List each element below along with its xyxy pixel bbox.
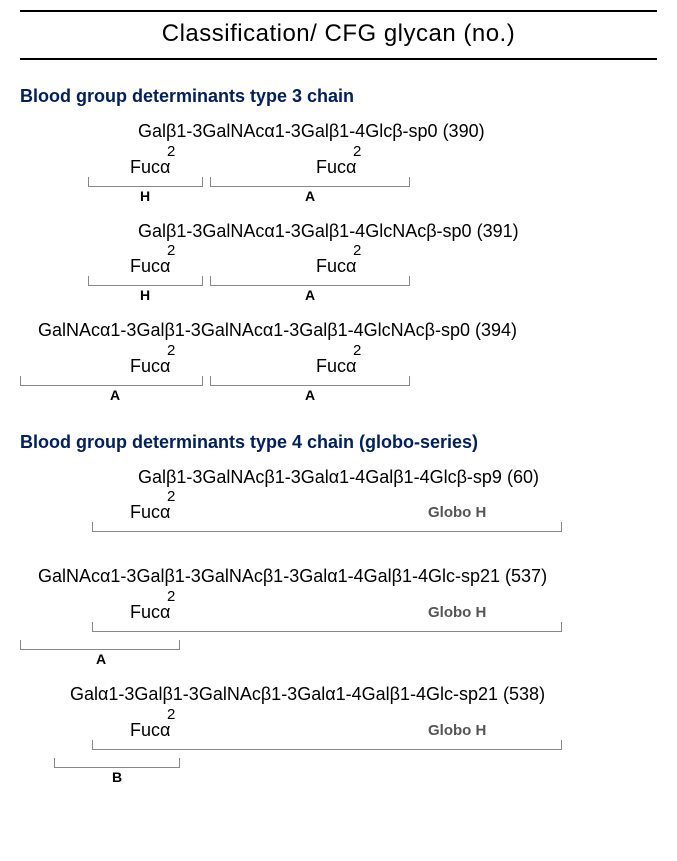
glycan-main-394: GalNAcα1-3Galβ1-3GalNAcα1-3Galβ1-4GlcNAc…	[20, 320, 657, 342]
bracket-icon	[210, 276, 410, 286]
globo-label: Globo H	[428, 604, 486, 622]
glycan-main-537: GalNAcα1-3Galβ1-3GalNAcβ1-3Galα1-4Galβ1-…	[20, 566, 657, 588]
fuc-label: Fucα	[316, 356, 356, 378]
page-root: Classification/ CFG glycan (no.) Blood g…	[0, 0, 677, 861]
page-title: Classification/ CFG glycan (no.)	[20, 20, 657, 48]
glycan-entry-394: GalNAcα1-3Galβ1-3GalNAcα1-3Galβ1-4GlcNAc…	[20, 320, 657, 402]
fuc-label: Fucα	[130, 256, 170, 278]
fuc-label: Fucα	[130, 602, 170, 624]
determinant-label: H	[130, 188, 160, 205]
determinant-label: A	[100, 387, 130, 404]
determinant-label: A	[86, 651, 116, 668]
section-title-type4: Blood group determinants type 4 chain (g…	[20, 432, 657, 453]
glycan-entry-537: GalNAcα1-3Galβ1-3GalNAcβ1-3Galα1-4Galβ1-…	[20, 566, 657, 666]
fuc-label: Fucα	[316, 256, 356, 278]
bracket-icon	[92, 522, 562, 532]
bracket-icon	[210, 376, 410, 386]
title-rule-box: Classification/ CFG glycan (no.)	[20, 10, 657, 60]
globo-label: Globo H	[428, 722, 486, 740]
fuc-label: Fucα	[130, 356, 170, 378]
bracket-icon	[88, 177, 203, 187]
fuc-label: Fucα	[316, 157, 356, 179]
glycan-entry-538: Galα1-3Galβ1-3GalNAcβ1-3Galα1-4Galβ1-4Gl…	[20, 684, 657, 784]
bracket-icon	[20, 640, 180, 650]
bracket-icon	[210, 177, 410, 187]
determinant-label: H	[130, 287, 160, 304]
determinant-label: A	[295, 387, 325, 404]
determinant-label: A	[295, 287, 325, 304]
glycan-main-60: Galβ1-3GalNAcβ1-3Galα1-4Galβ1-4Glcβ-sp9 …	[20, 467, 657, 489]
glycan-entry-390: Galβ1-3GalNAcα1-3Galβ1-4Glcβ-sp0 (390) 2…	[20, 121, 657, 203]
determinant-label: B	[102, 769, 132, 786]
fuc-label: Fucα	[130, 720, 170, 742]
bracket-icon	[88, 276, 203, 286]
bracket-icon	[92, 740, 562, 750]
fuc-label: Fucα	[130, 157, 170, 179]
glycan-entry-60: Galβ1-3GalNAcβ1-3Galα1-4Galβ1-4Glcβ-sp9 …	[20, 467, 657, 549]
bracket-icon	[92, 622, 562, 632]
glycan-entry-391: Galβ1-3GalNAcα1-3Galβ1-4GlcNAcβ-sp0 (391…	[20, 221, 657, 303]
globo-label: Globo H	[428, 504, 486, 522]
glycan-main-538: Galα1-3Galβ1-3GalNAcβ1-3Galα1-4Galβ1-4Gl…	[20, 684, 657, 706]
determinant-label: A	[295, 188, 325, 205]
fuc-label: Fucα	[130, 502, 170, 524]
bracket-icon	[20, 376, 203, 386]
glycan-main-390: Galβ1-3GalNAcα1-3Galβ1-4Glcβ-sp0 (390)	[20, 121, 657, 143]
glycan-main-391: Galβ1-3GalNAcα1-3Galβ1-4GlcNAcβ-sp0 (391…	[20, 221, 657, 243]
section-title-type3: Blood group determinants type 3 chain	[20, 86, 657, 107]
bracket-icon	[54, 758, 180, 768]
